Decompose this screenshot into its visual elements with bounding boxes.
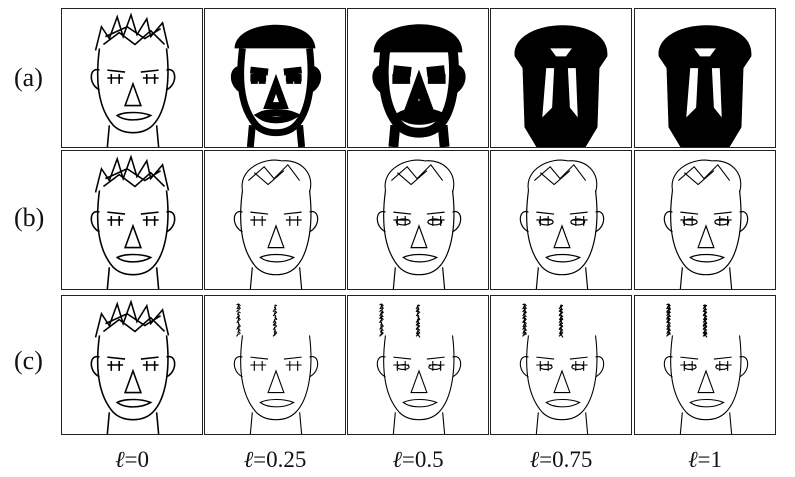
sketch-panel-b-2 (347, 150, 489, 290)
sketch-panel-a-0 (61, 8, 203, 148)
sketch-panel-a-2 (347, 8, 489, 148)
col-label-2: ℓ=0.5 (392, 447, 444, 472)
sketch-panel-b-3 (490, 150, 632, 290)
sketch-image (663, 159, 749, 289)
sketch-panel-c-0 (61, 295, 203, 435)
sketch-panel-b-1 (204, 150, 346, 290)
sketch-image (233, 159, 319, 289)
col-label-1: ℓ=0.25 (243, 447, 307, 472)
sketch-image (376, 159, 462, 289)
sketch-panel-b-4 (634, 150, 776, 290)
sketch-image (376, 303, 462, 434)
sketch-image (90, 299, 176, 434)
sketch-image (519, 303, 605, 434)
sketch-image (372, 24, 466, 147)
sketch-panel-a-3 (490, 8, 632, 148)
sketch-image (519, 159, 605, 289)
row-label-c: (c) (14, 346, 43, 375)
sketch-panel-c-1 (204, 295, 346, 435)
row-label-a: (a) (14, 63, 43, 92)
sketch-panel-a-4 (634, 8, 776, 148)
sketch-panel-a-1 (204, 8, 346, 148)
sketch-image (514, 25, 608, 147)
sketch-panel-b-0 (61, 150, 203, 290)
row-label-b: (b) (14, 203, 45, 232)
col-label-3: ℓ=0.75 (529, 447, 593, 472)
sketch-panel-c-3 (490, 295, 632, 435)
col-label-4: ℓ=1 (687, 447, 723, 472)
sketch-image (230, 24, 322, 147)
sketch-image (233, 303, 319, 434)
sketch-image (90, 154, 176, 289)
sketch-image (663, 303, 749, 434)
sketch-panel-c-4 (634, 295, 776, 435)
sketch-image (90, 12, 176, 147)
col-label-0: ℓ=0 (114, 447, 150, 472)
sketch-image (658, 25, 752, 147)
sketch-panel-c-2 (347, 295, 489, 435)
